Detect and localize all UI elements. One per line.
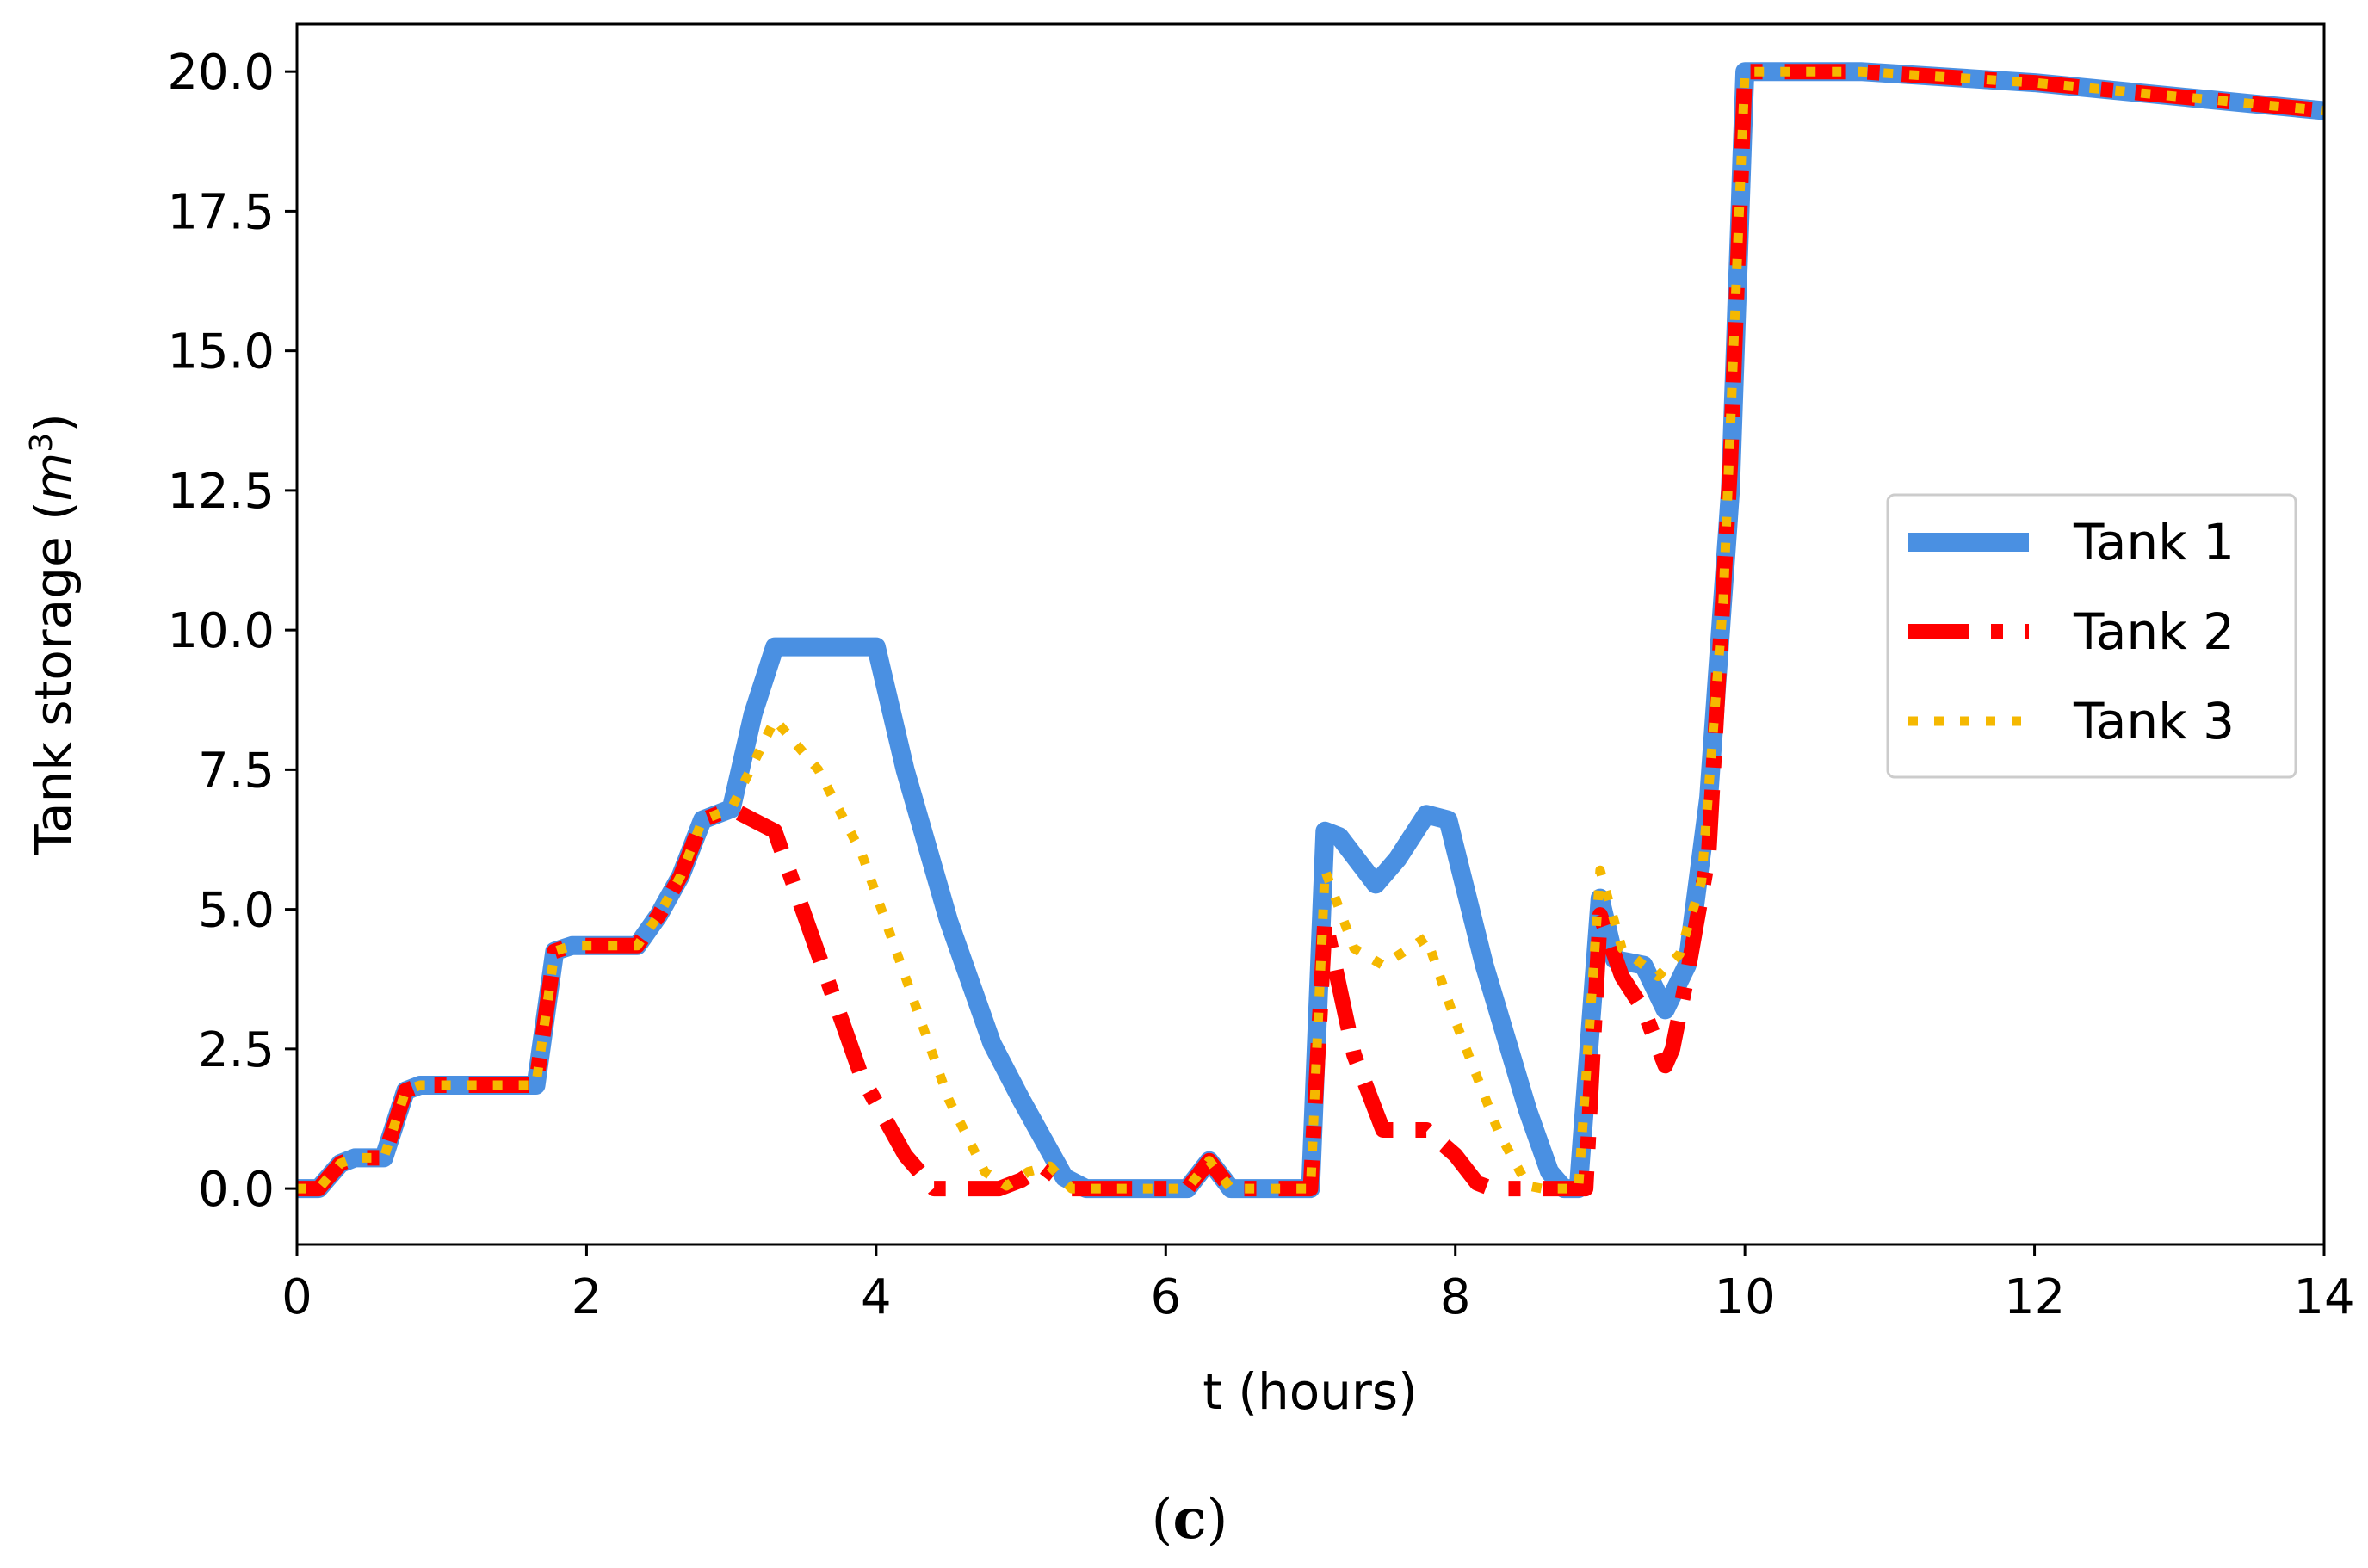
plot-area: 0 2 4 6 8 10 12 14 0.0 2.5 5.0 7.5 10.0 12.5 15.0 17.5… [24, 22, 2355, 1421]
legend-box [1886, 493, 2297, 779]
legend-label-tank-1: Tank 1 [2073, 513, 2235, 571]
y-tick-label: 7.5 [198, 743, 275, 799]
x-tick-label: 2 [572, 1269, 603, 1325]
y-tick-label: 5.0 [198, 883, 275, 939]
y-tick-label: 12.5 [167, 464, 275, 520]
y-tick-label: 15.0 [167, 324, 275, 380]
axes-frame [295, 22, 2326, 1246]
x-tick-label: 4 [861, 1269, 892, 1325]
series-line-tank-2 [297, 64, 2324, 1197]
legend-label-tank-2: Tank 2 [2073, 602, 2235, 661]
x-tick-label: 10 [1715, 1269, 1776, 1325]
series-line-tank-3 [297, 66, 2324, 1194]
legend: Tank 1 Tank 2 Tank 3 [1886, 493, 2297, 779]
x-tick-label: 0 [281, 1269, 312, 1325]
y-tick-label: 10.0 [167, 603, 275, 659]
x-tick-label: 12 [2004, 1269, 2065, 1325]
y-tick-label: 17.5 [167, 184, 275, 240]
y-tick-label: 2.5 [198, 1022, 275, 1078]
figure-caption: (c) [1152, 1487, 1228, 1552]
y-axis-ticks: 0.0 2.5 5.0 7.5 10.0 12.5 15.0 17.5 20.0 [167, 45, 297, 1218]
y-axis-label: Tank storage (m3) [24, 413, 83, 856]
series-layer [297, 62, 2324, 1199]
y-tick-label: 0.0 [198, 1162, 275, 1218]
x-tick-label: 14 [2293, 1269, 2354, 1325]
x-tick-label: 6 [1150, 1269, 1181, 1325]
x-axis-ticks: 0 2 4 6 8 10 12 14 [281, 1244, 2355, 1325]
x-axis-label: t (hours) [1203, 1362, 1418, 1421]
legend-entries: Tank 1 Tank 2 Tank 3 [1908, 513, 2235, 750]
y-tick-label: 20.0 [167, 45, 275, 101]
x-tick-label: 8 [1440, 1269, 1471, 1325]
legend-label-tank-3: Tank 3 [2073, 692, 2235, 750]
